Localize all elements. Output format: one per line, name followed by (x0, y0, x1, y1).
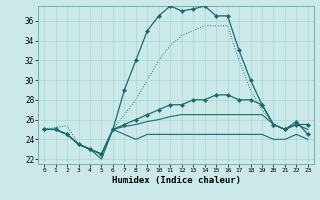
X-axis label: Humidex (Indice chaleur): Humidex (Indice chaleur) (111, 176, 241, 185)
